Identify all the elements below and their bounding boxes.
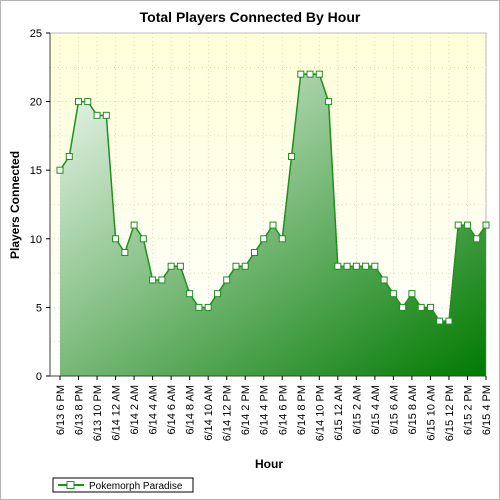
x-tick-label: 6/14 8 AM xyxy=(185,385,197,435)
data-point xyxy=(260,235,268,243)
y-axis-title: Players Connected xyxy=(8,151,22,259)
x-tick-label: 6/14 4 PM xyxy=(259,385,271,435)
y-tick-label: 20 xyxy=(30,97,42,109)
x-tick-label: 6/15 4 AM xyxy=(370,385,382,435)
x-tick-label: 6/13 10 PM xyxy=(92,385,104,441)
series-points xyxy=(56,70,490,325)
data-point xyxy=(176,262,184,270)
data-point xyxy=(186,290,194,298)
data-point xyxy=(288,152,296,160)
data-point xyxy=(102,111,110,119)
x-tick-label: 6/14 2 AM xyxy=(129,385,141,435)
y-tick-label: 25 xyxy=(30,28,42,40)
data-point xyxy=(112,235,120,243)
x-tick-label: 6/14 8 PM xyxy=(296,385,308,435)
data-point xyxy=(149,276,157,284)
data-point xyxy=(352,262,360,270)
x-tick-label: 6/14 4 AM xyxy=(148,385,160,435)
x-tick-label: 6/15 2 AM xyxy=(351,385,363,435)
chart-title: Total Players Connected By Hour xyxy=(140,9,361,25)
data-point xyxy=(436,317,444,325)
x-tick-label: 6/15 8 AM xyxy=(407,385,419,435)
data-point xyxy=(139,235,147,243)
x-tick-label: 6/15 10 AM xyxy=(425,385,437,441)
x-tick-label: 6/14 12 AM xyxy=(111,385,123,441)
data-point xyxy=(269,221,277,229)
legend-box xyxy=(52,477,194,493)
x-tick-label: 6/15 4 PM xyxy=(481,385,493,435)
data-point xyxy=(426,303,434,311)
x-tick-label: 6/15 2 PM xyxy=(462,385,474,435)
x-tick-label: 6/15 12 PM xyxy=(444,385,456,441)
data-point xyxy=(362,262,370,270)
x-tick-label: 6/14 6 AM xyxy=(166,385,178,435)
axes xyxy=(49,32,487,377)
x-axis-ticks: 6/13 6 PM 6/13 8 PM 6/13 10 PM 6/14 12 AM 6/… xyxy=(55,376,493,441)
data-point xyxy=(195,303,203,311)
data-point xyxy=(84,98,92,106)
x-tick-label: 6/14 2 PM xyxy=(240,385,252,435)
x-tick-label: 6/14 12 PM xyxy=(222,385,234,441)
data-point xyxy=(297,70,305,78)
data-point xyxy=(445,317,453,325)
data-point xyxy=(463,221,471,229)
data-point xyxy=(454,221,462,229)
data-point xyxy=(334,262,342,270)
data-point xyxy=(223,276,231,284)
x-tick-label: 6/15 6 AM xyxy=(388,385,400,435)
y-tick-label: 5 xyxy=(36,302,42,314)
x-tick-label: 6/13 8 PM xyxy=(74,385,86,435)
data-point xyxy=(167,262,175,270)
y-tick-label: 0 xyxy=(36,371,42,383)
x-axis-title: Hour xyxy=(255,457,283,471)
data-point xyxy=(213,290,221,298)
data-point xyxy=(473,235,481,243)
data-point xyxy=(371,262,379,270)
plot-border xyxy=(49,32,487,377)
data-point xyxy=(130,221,138,229)
x-tick-label: 6/14 6 PM xyxy=(277,385,289,435)
x-tick-label: 6/14 10 PM xyxy=(314,385,326,441)
legend-swatch-marker xyxy=(66,481,75,489)
data-point xyxy=(315,70,323,78)
data-point xyxy=(65,152,73,160)
legend-label: Pokemorph Paradise xyxy=(89,481,183,492)
x-tick-label: 6/15 12 AM xyxy=(333,385,345,441)
data-point xyxy=(75,98,83,106)
data-point xyxy=(204,303,212,311)
data-point xyxy=(389,290,397,298)
data-point xyxy=(121,249,129,257)
data-point xyxy=(250,249,258,257)
data-point xyxy=(417,303,425,311)
data-point xyxy=(93,111,101,119)
x-tick-label: 6/14 10 AM xyxy=(203,385,215,441)
data-point xyxy=(56,166,64,174)
y-tick-label: 15 xyxy=(30,165,42,177)
y-tick-label: 10 xyxy=(30,234,42,246)
legend: Pokemorph Paradise xyxy=(52,477,194,493)
data-point xyxy=(278,235,286,243)
data-point xyxy=(232,262,240,270)
data-point xyxy=(158,276,166,284)
data-point xyxy=(408,290,416,298)
y-axis-ticks: 0 5 10 15 20 25 xyxy=(30,28,50,383)
data-point xyxy=(399,303,407,311)
data-point xyxy=(343,262,351,270)
data-point xyxy=(325,98,333,106)
data-point xyxy=(241,262,249,270)
x-tick-label: 6/13 6 PM xyxy=(55,385,67,435)
data-point xyxy=(380,276,388,284)
data-point xyxy=(306,70,314,78)
